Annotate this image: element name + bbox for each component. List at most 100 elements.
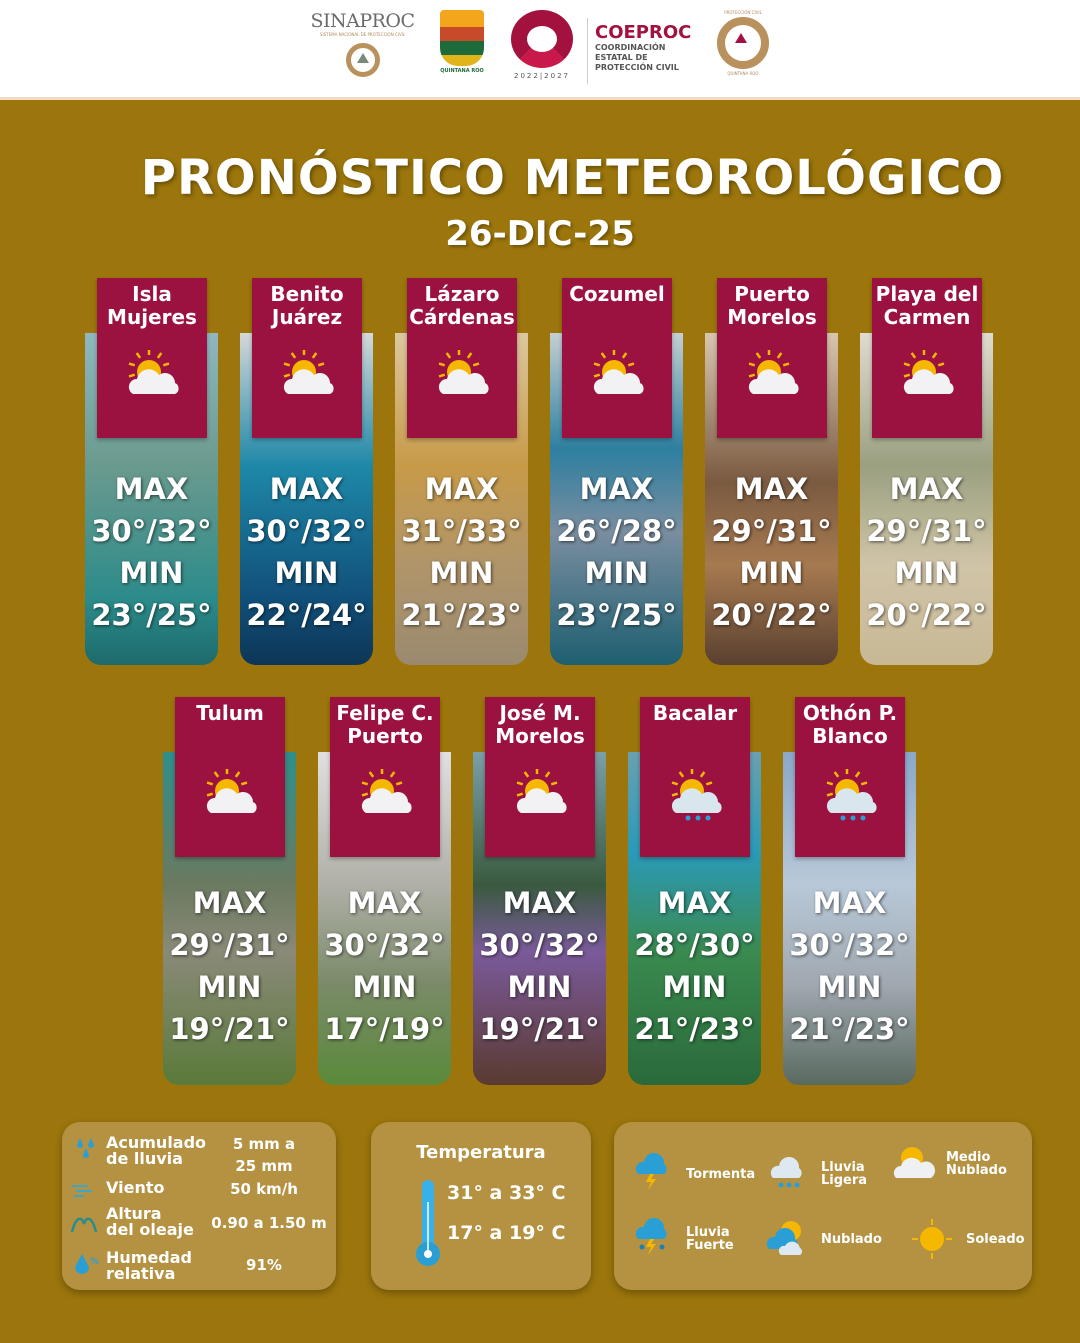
legend-label: Nublado xyxy=(821,1231,882,1247)
sinaproc-logo: SINAPROC SISTEMA NACIONAL DE PROTECCIÓN … xyxy=(300,10,425,77)
min-label: MIN xyxy=(584,556,649,590)
sun-cloud-icon xyxy=(197,768,267,821)
summary-panel: Acumulado de lluvia 5 mm a 25 mm Viento … xyxy=(62,1122,336,1290)
municipio-name: Playa del Carmen xyxy=(875,282,979,329)
coeproc-text: COEPROC xyxy=(595,22,692,43)
municipio-temps: MAX 31°/33° MIN 21°/23° xyxy=(395,468,528,636)
municipio-name: Isla Mujeres xyxy=(107,282,197,329)
sun-cloud-icon xyxy=(352,768,422,821)
municipio-temps: MAX 29°/31° MIN 20°/22° xyxy=(705,468,838,636)
min-temp: 19°/21° xyxy=(479,1012,600,1046)
sinaproc-subtext: SISTEMA NACIONAL DE PROTECCIÓN CIVIL xyxy=(319,32,406,37)
min-label: MIN xyxy=(662,970,727,1004)
shield-icon xyxy=(440,10,484,66)
sinaproc-text: SINAPROC xyxy=(310,10,415,32)
municipio-label: José M. Morelos xyxy=(485,697,595,857)
municipio-temps: MAX 30°/32° MIN 21°/23° xyxy=(783,882,916,1050)
min-label: MIN xyxy=(817,970,882,1004)
municipio-label: Felipe C. Puerto xyxy=(330,697,440,857)
q-icon xyxy=(511,10,573,68)
max-label: MAX xyxy=(114,472,189,506)
sun-cloud-icon xyxy=(429,349,499,402)
municipio-temps: MAX 30°/32° MIN 17°/19° xyxy=(318,882,451,1050)
rain-value: 5 mm a 25 mm xyxy=(232,1135,296,1175)
municipio-name: Bacalar xyxy=(652,701,738,725)
wind-icon xyxy=(72,1185,92,1197)
svg-text:%: % xyxy=(90,1257,99,1267)
municipio-label: Othón P. Blanco xyxy=(795,697,905,857)
max-temp: 28°/30° xyxy=(634,928,755,962)
coeproc-logo: COEPROC COORDINACIÓN ESTATAL DE PROTECCI… xyxy=(595,22,691,73)
cloudy-icon xyxy=(766,1221,803,1255)
max-temp: 30°/32° xyxy=(789,928,910,962)
municipio-temps: MAX 26°/28° MIN 23°/25° xyxy=(550,468,683,636)
municipio-name: Tulum xyxy=(196,701,264,725)
temperature-max: 31° a 33° C xyxy=(447,1182,566,1204)
legend-panel: Tormenta Lluvia Ligera Medio Nublado Lluvia… xyxy=(614,1122,1032,1290)
min-label: MIN xyxy=(507,970,572,1004)
municipio-name: Lázaro Cárdenas xyxy=(409,282,515,329)
min-temp: 21°/23° xyxy=(789,1012,910,1046)
wave-value: 0.90 a 1.50 m xyxy=(211,1214,327,1232)
storm-icon xyxy=(635,1152,667,1190)
legend-label: Lluvia Fuerte xyxy=(686,1225,734,1253)
quintana-roo-shield-logo: QUINTANA ROO xyxy=(438,10,486,74)
max-label: MAX xyxy=(424,472,499,506)
coeproc-sub-1: COORDINACIÓN xyxy=(595,43,666,52)
min-temp: 21°/23° xyxy=(634,1012,755,1046)
max-label: MAX xyxy=(192,886,267,920)
pc-bottom-text: QUINTANA ROO xyxy=(727,71,759,76)
sun-cloud-icon xyxy=(119,349,189,402)
min-temp: 20°/22° xyxy=(866,598,987,632)
page-title: PRONÓSTICO METEOROLÓGICO xyxy=(140,150,1005,206)
temperature-panel: Temperatura 31° a 33° C 17° a 19° C xyxy=(371,1122,591,1290)
max-label: MAX xyxy=(734,472,809,506)
legend-item: Lluvia Fuerte xyxy=(624,1217,734,1261)
light-rain-icon xyxy=(770,1156,802,1188)
min-temp: 23°/25° xyxy=(556,598,677,632)
min-temp: 21°/23° xyxy=(401,598,522,632)
humidity-icon: % xyxy=(75,1254,99,1274)
municipio-name: Othón P. Blanco xyxy=(802,701,898,748)
municipio-temps: MAX 30°/32° MIN 23°/25° xyxy=(85,468,218,636)
municipio-name: Puerto Morelos xyxy=(727,282,817,329)
legend-item: Medio Nublado xyxy=(884,1142,1007,1186)
max-label: MAX xyxy=(269,472,344,506)
max-label: MAX xyxy=(889,472,964,506)
max-temp: 29°/31° xyxy=(711,514,832,548)
max-temp: 26°/28° xyxy=(556,514,677,548)
pc-top-text: PROTECCIÓN CIVIL xyxy=(724,10,762,15)
municipio-label: Playa del Carmen xyxy=(872,278,982,438)
municipio-label: Lázaro Cárdenas xyxy=(407,278,517,438)
sun-cloud-icon xyxy=(584,349,654,402)
temperature-min: 17° a 19° C xyxy=(447,1222,566,1244)
humidity-label: Humedad relativa xyxy=(106,1248,193,1283)
sun-cloud-rain-icon xyxy=(662,768,732,821)
sun-cloud-icon xyxy=(274,349,344,402)
humidity-value: 91% xyxy=(246,1256,282,1274)
municipio-name: José M. Morelos xyxy=(495,701,585,748)
municipio-name: Felipe C. Puerto xyxy=(336,701,434,748)
coeproc-sub-2: ESTATAL DE xyxy=(595,53,648,62)
forecast-date: 26-DIC-25 xyxy=(445,214,635,254)
min-temp: 17°/19° xyxy=(324,1012,445,1046)
municipio-label: Tulum xyxy=(175,697,285,857)
municipio-label: Puerto Morelos xyxy=(717,278,827,438)
max-temp: 29°/31° xyxy=(866,514,987,548)
legend-item: Tormenta xyxy=(624,1152,755,1196)
wave-label: Altura del oleaje xyxy=(106,1204,194,1239)
legend-label: Medio Nublado xyxy=(946,1150,1007,1178)
municipio-label: Isla Mujeres xyxy=(97,278,207,438)
max-temp: 30°/32° xyxy=(91,514,212,548)
legend-item: Lluvia Ligera xyxy=(759,1152,867,1196)
temperature-title: Temperatura xyxy=(416,1142,546,1163)
min-label: MIN xyxy=(739,556,804,590)
partly-cloudy-icon xyxy=(893,1147,936,1178)
sunny-icon xyxy=(912,1219,952,1259)
header: SINAPROC SISTEMA NACIONAL DE PROTECCIÓN … xyxy=(0,0,1080,100)
municipio-label: Bacalar xyxy=(640,697,750,857)
municipio-temps: MAX 29°/31° MIN 20°/22° xyxy=(860,468,993,636)
wind-value: 50 km/h xyxy=(230,1180,298,1198)
municipio-temps: MAX 29°/31° MIN 19°/21° xyxy=(163,882,296,1050)
max-temp: 31°/33° xyxy=(401,514,522,548)
